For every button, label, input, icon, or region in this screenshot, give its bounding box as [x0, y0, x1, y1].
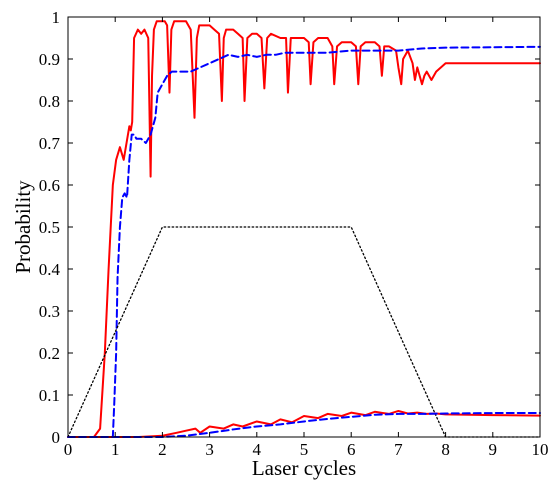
y-tick-label: 0.5	[39, 218, 60, 237]
y-tick-label: 0.2	[39, 344, 60, 363]
series-line-3	[67, 226, 541, 438]
axes: 0 1 2 3 4 5 6 7 8 9 10 0 0.1 0.2 0.3 0.4 0.5 0.6 0.7 0.8 0.9…	[39, 8, 549, 459]
x-tick-label: 5	[300, 440, 309, 459]
x-tick-label: 6	[347, 440, 356, 459]
y-tick-label: 0.9	[39, 50, 60, 69]
series-line-5	[67, 412, 541, 438]
x-tick-label: 0	[64, 440, 73, 459]
y-tick-label: 0.7	[39, 134, 61, 153]
y-tick-label: 0	[52, 428, 61, 447]
x-tick-label: 1	[111, 440, 120, 459]
y-tick-label: 0.1	[39, 386, 60, 405]
y-tick-label: 0.6	[39, 176, 60, 195]
series-line-2	[67, 45, 541, 438]
y-tick-label: 1	[52, 8, 61, 27]
series-line-4	[67, 409, 541, 438]
x-tick-label: 2	[158, 440, 167, 459]
x-tick-label: 7	[394, 440, 403, 459]
x-tick-label: 9	[489, 440, 498, 459]
plot-area	[67, 20, 541, 438]
x-tick-label: 8	[441, 440, 450, 459]
y-axis-title: Probability	[11, 180, 35, 274]
x-tick-label: 3	[205, 440, 214, 459]
series-line-1	[67, 20, 541, 438]
y-tick-label: 0.8	[39, 92, 60, 111]
y-tick-label: 0.3	[39, 302, 60, 321]
x-axis-title: Laser cycles	[252, 456, 356, 480]
x-tick-label: 4	[253, 440, 262, 459]
x-tick-label: 10	[532, 440, 549, 459]
y-tick-label: 0.4	[39, 260, 61, 279]
